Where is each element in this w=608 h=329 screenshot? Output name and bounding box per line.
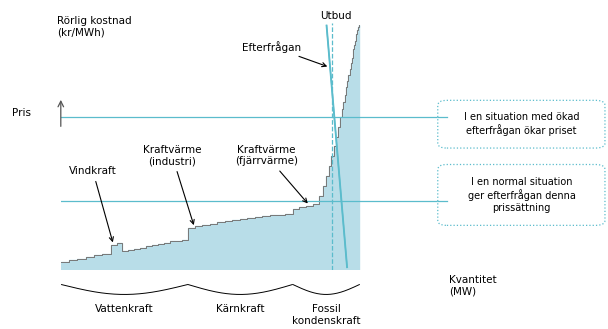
Text: Efterfrågan: Efterfrågan <box>243 41 326 67</box>
Text: Kvantitet
(MW): Kvantitet (MW) <box>449 275 497 296</box>
FancyBboxPatch shape <box>438 100 605 148</box>
Text: Fossil
kondenskraft: Fossil kondenskraft <box>292 304 361 326</box>
Text: Pris: Pris <box>12 108 30 118</box>
Text: Kärnkraft: Kärnkraft <box>216 304 264 314</box>
Text: Kraftvärme
(industri): Kraftvärme (industri) <box>143 144 201 224</box>
Text: Rörlig kostnad
(kr/MWh): Rörlig kostnad (kr/MWh) <box>57 16 132 37</box>
Text: Vattenkraft: Vattenkraft <box>95 304 154 314</box>
Text: I en situation med ökad
efterfrågan ökar priset: I en situation med ökad efterfrågan ökar… <box>464 113 579 136</box>
Polygon shape <box>61 25 359 270</box>
Text: Vindkraft: Vindkraft <box>69 166 117 241</box>
Text: Kraftvärme
(fjärrvärme): Kraftvärme (fjärrvärme) <box>235 144 307 203</box>
Text: Utbud: Utbud <box>320 11 352 20</box>
FancyBboxPatch shape <box>438 164 605 225</box>
Text: I en normal situation
ger efterfrågan denna
prissättning: I en normal situation ger efterfrågan de… <box>468 177 576 213</box>
